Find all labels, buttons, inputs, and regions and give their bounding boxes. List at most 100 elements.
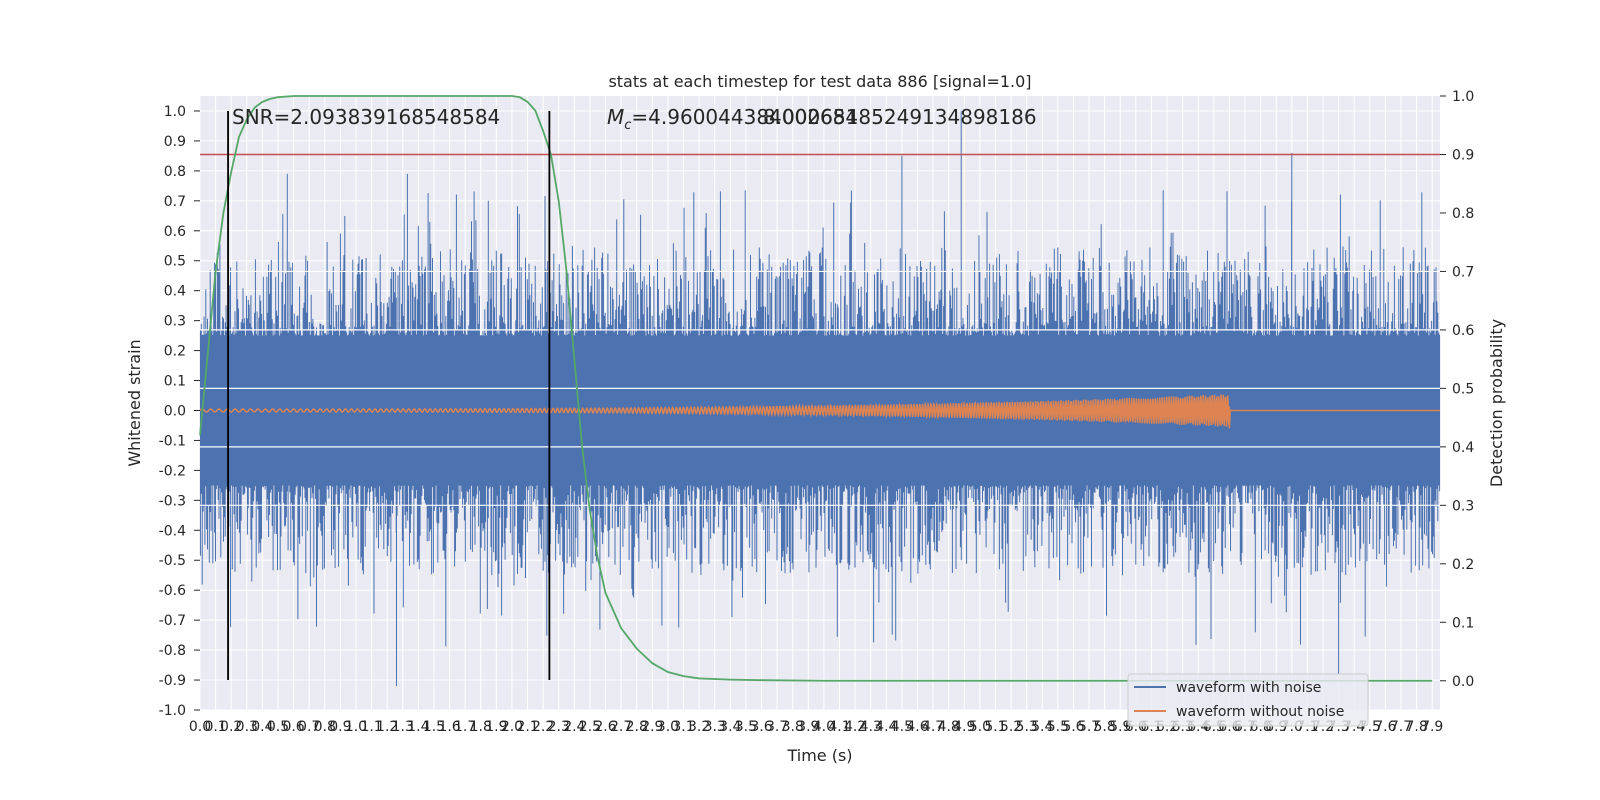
y-tick-label: -0.5 [159, 553, 186, 569]
y-tick-label: -0.6 [159, 583, 186, 599]
x-tick-label: 1.5 [423, 719, 445, 735]
x-tick-label: 4.8 [938, 719, 960, 735]
y-tick-label: 0.6 [164, 224, 186, 240]
y2-tick-label: 0.6 [1452, 323, 1474, 339]
x-tick-label: 2.7 [610, 719, 632, 735]
x-tick-label: 3.3 [704, 719, 726, 735]
y2-tick-label: 0.7 [1452, 264, 1474, 280]
mc-annotation: Mc=4.960044384002684 [607, 105, 858, 133]
x-tick-label: 4.9 [953, 719, 975, 735]
plot-area [199, 95, 1441, 711]
y-tick-label: 0.8 [164, 164, 186, 180]
x-tick-label: 4.1 [828, 719, 850, 735]
y-tick-label: -0.4 [159, 523, 186, 539]
y2-axis-ticks: 0.0 0.1 0.2 0.3 0.4 0.5 0.6 0.7 0.8 0.9 1.0 [1440, 89, 1474, 690]
mc-annotation-value: =4.960044384002684 [631, 105, 858, 129]
legend-label-noise: waveform with noise [1176, 680, 1321, 696]
x-tick-label: 1.0 [345, 719, 367, 735]
x-tick-label: 2.4 [563, 719, 585, 735]
x-tick-label: 1.4 [407, 719, 429, 735]
y-tick-label: -0.3 [159, 493, 186, 509]
x-tick-label: 0.6 [282, 719, 304, 735]
y-tick-label: 0.0 [164, 403, 186, 419]
x-tick-label: 2.3 [548, 719, 570, 735]
x-tick-label: 3.2 [688, 719, 710, 735]
y-tick-label: -0.2 [159, 463, 186, 479]
y-tick-label: -0.9 [159, 673, 186, 689]
legend-label-clean: waveform without noise [1176, 704, 1344, 720]
x-tick-label: 1.2 [376, 719, 398, 735]
x-tick-label: 3.4 [719, 719, 741, 735]
x-tick-label: 4.4 [875, 719, 897, 735]
x-tick-label: 4.3 [860, 719, 882, 735]
y-axis-ticks: -1.0 -0.9 -0.8 -0.7 -0.6 -0.5 -0.4 -0.3 -0.2 -0.1… [159, 104, 200, 719]
x-tick-label: 1.9 [485, 719, 507, 735]
x-tick-label: 0.2 [220, 719, 242, 735]
x-tick-label: 2.2 [532, 719, 554, 735]
y2-tick-label: 0.4 [1452, 440, 1474, 456]
legend: waveform with noise waveform without noi… [1127, 673, 1369, 727]
x-tick-label: 2.6 [594, 719, 616, 735]
x-tick-label: 7.8 [1405, 719, 1427, 735]
x-tick-label: 1.3 [392, 719, 414, 735]
y-axis-label: Whitened strain [125, 339, 144, 466]
vertical-markers [227, 110, 551, 681]
x-tick-label: 3.5 [735, 719, 757, 735]
x-tick-label: 0.3 [236, 719, 258, 735]
x-tick-label: 4.7 [922, 719, 944, 735]
x-tick-label: 5.8 [1094, 719, 1116, 735]
x-tick-label: 3.6 [750, 719, 772, 735]
y-tick-label: 0.3 [164, 314, 186, 330]
y-tick-label: 0.2 [164, 344, 186, 360]
y2-tick-label: 0.1 [1452, 615, 1474, 631]
x-tick-label: 4.0 [813, 719, 835, 735]
x-tick-label: 7.6 [1374, 719, 1396, 735]
x-tick-label: 4.5 [891, 719, 913, 735]
y-tick-label: 0.7 [164, 194, 186, 210]
x-tick-label: 5.6 [1062, 719, 1084, 735]
x-tick-label: 0.8 [314, 719, 336, 735]
series-detection-probability [199, 95, 1433, 682]
x-tick-label: 2.0 [501, 719, 523, 735]
mc-overlap-annotation: 8.00065185249134898186 [763, 105, 1037, 129]
y-tick-label: 0.5 [164, 254, 186, 270]
y2-tick-label: 0.3 [1452, 498, 1474, 514]
y-tick-label: 0.1 [164, 374, 186, 390]
y2-tick-label: 0.0 [1452, 674, 1474, 690]
y2-tick-label: 0.9 [1452, 147, 1474, 163]
x-tick-label: 0.7 [298, 719, 320, 735]
x-tick-label: 7.7 [1390, 719, 1412, 735]
x-tick-label: 5.9 [1109, 719, 1131, 735]
y-tick-label: 0.9 [164, 134, 186, 150]
x-tick-label: 0.4 [251, 719, 273, 735]
y-tick-label: -0.7 [159, 613, 186, 629]
y2-tick-label: 0.8 [1452, 206, 1474, 222]
x-tick-label: 5.4 [1031, 719, 1053, 735]
x-tick-label: 2.8 [626, 719, 648, 735]
y2-axis-label: Detection probability [1487, 319, 1506, 487]
x-tick-label: 3.8 [782, 719, 804, 735]
x-tick-label: 2.9 [641, 719, 663, 735]
x-tick-label: 5.3 [1016, 719, 1038, 735]
y2-tick-label: 1.0 [1452, 89, 1474, 105]
x-tick-label: 0.1 [204, 719, 226, 735]
x-tick-label: 2.1 [516, 719, 538, 735]
x-tick-label: 5.7 [1078, 719, 1100, 735]
x-tick-label: 5.0 [969, 719, 991, 735]
detection-probability-line [199, 95, 1433, 682]
x-tick-label: 1.8 [470, 719, 492, 735]
x-tick-label: 1.1 [360, 719, 382, 735]
y-tick-label: 1.0 [164, 104, 186, 120]
y2-tick-label: 0.2 [1452, 557, 1474, 573]
x-tick-label: 5.1 [984, 719, 1006, 735]
x-tick-label: 5.5 [1047, 719, 1069, 735]
y-tick-label: -1.0 [159, 703, 186, 719]
y2-tick-label: 0.5 [1452, 381, 1474, 397]
y-tick-label: -0.1 [159, 433, 186, 449]
x-tick-label: 0.9 [329, 719, 351, 735]
horizontal-reference-lines [200, 270, 1440, 506]
chart-title: stats at each timestep for test data 886… [608, 72, 1031, 91]
x-tick-label: 1.6 [438, 719, 460, 735]
legend-frame [1127, 673, 1369, 727]
